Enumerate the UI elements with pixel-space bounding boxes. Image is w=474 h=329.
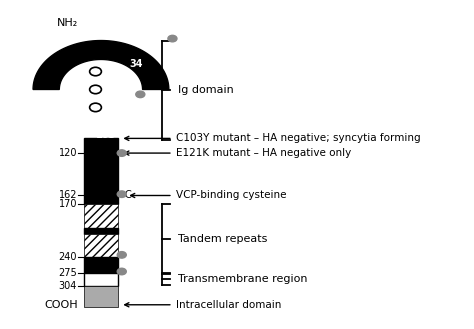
Bar <box>84 258 118 273</box>
Text: C: C <box>125 190 132 200</box>
Circle shape <box>117 150 126 156</box>
Text: Tandem repeats: Tandem repeats <box>178 234 267 243</box>
Bar <box>84 204 118 228</box>
Text: E121K mutant – HA negative only: E121K mutant – HA negative only <box>125 148 351 158</box>
Bar <box>84 228 118 234</box>
Text: 34: 34 <box>129 59 143 69</box>
Circle shape <box>117 252 126 258</box>
Text: 304: 304 <box>59 281 77 291</box>
Text: C103Y mutant – HA negative; syncytia forming: C103Y mutant – HA negative; syncytia for… <box>125 133 420 143</box>
Text: 240: 240 <box>58 252 77 263</box>
Text: 162: 162 <box>58 190 77 200</box>
Circle shape <box>117 191 126 197</box>
Text: Intracellular domain: Intracellular domain <box>125 300 281 310</box>
Bar <box>84 139 118 204</box>
Circle shape <box>168 35 177 42</box>
Text: NH₂: NH₂ <box>57 17 78 28</box>
Polygon shape <box>33 40 169 89</box>
Text: COOH: COOH <box>45 300 78 310</box>
Bar <box>84 273 118 286</box>
Bar <box>84 234 118 258</box>
Text: 120: 120 <box>58 148 77 158</box>
Text: 170: 170 <box>58 199 77 209</box>
Text: 103: 103 <box>96 130 117 140</box>
Text: Transmembrane region: Transmembrane region <box>178 274 307 284</box>
Text: VCP-binding cysteine: VCP-binding cysteine <box>131 190 286 200</box>
Text: Ig domain: Ig domain <box>178 85 234 95</box>
Circle shape <box>90 67 101 76</box>
Circle shape <box>90 85 101 94</box>
Circle shape <box>90 103 101 112</box>
Circle shape <box>117 268 126 275</box>
Bar <box>84 286 118 307</box>
Circle shape <box>136 91 145 98</box>
Text: 275: 275 <box>58 268 77 278</box>
